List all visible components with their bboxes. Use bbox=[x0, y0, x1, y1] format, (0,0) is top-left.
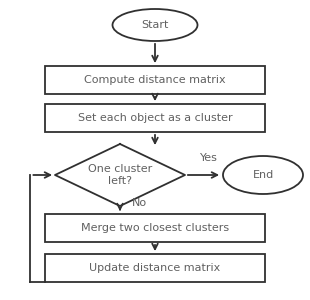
Bar bbox=[45, 66, 265, 94]
Bar bbox=[45, 104, 265, 132]
Text: End: End bbox=[252, 170, 274, 180]
Text: Compute distance matrix: Compute distance matrix bbox=[84, 75, 226, 85]
Text: Yes: Yes bbox=[200, 153, 218, 163]
Text: Start: Start bbox=[141, 20, 169, 30]
Text: One cluster
left?: One cluster left? bbox=[88, 164, 152, 186]
Text: Merge two closest clusters: Merge two closest clusters bbox=[81, 223, 229, 233]
Text: No: No bbox=[132, 198, 147, 208]
Bar bbox=[45, 254, 265, 282]
Text: Update distance matrix: Update distance matrix bbox=[89, 263, 221, 273]
Text: Set each object as a cluster: Set each object as a cluster bbox=[78, 113, 232, 123]
Bar bbox=[45, 214, 265, 242]
